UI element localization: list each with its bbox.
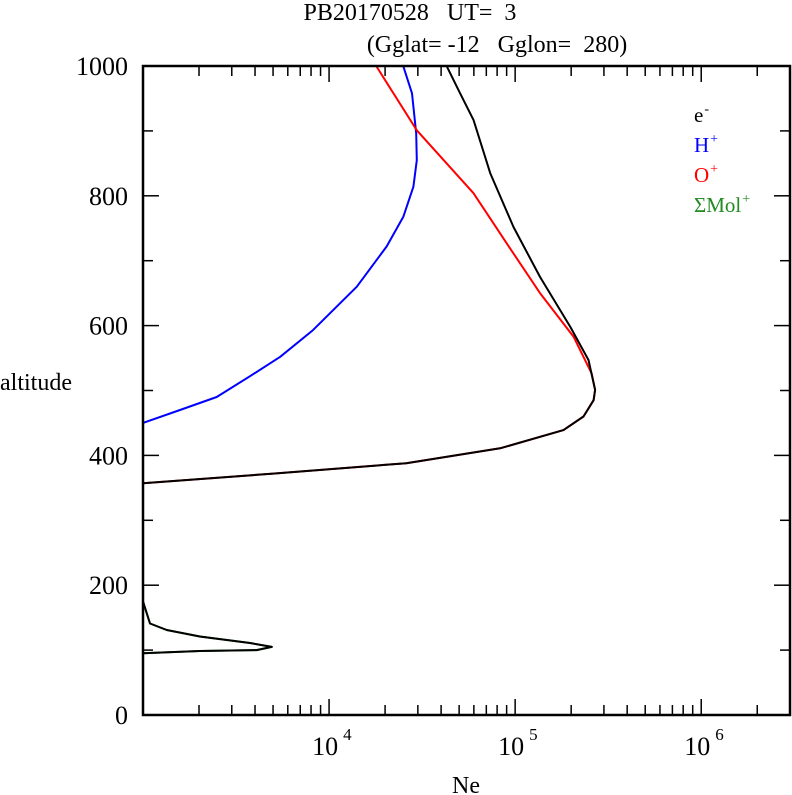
series-line-e: [142, 66, 597, 485]
legend-entry: O: [694, 163, 709, 187]
y-tick-label: 200: [89, 571, 128, 600]
legend-entry-superscript: -: [704, 102, 709, 117]
chart-title-line1: PB20170528 UT= 3: [304, 0, 517, 26]
legend: e -H +O +ΣMol +: [694, 102, 750, 217]
legend-entry-superscript: +: [742, 192, 750, 207]
x-tick-label-exponent: 6: [715, 725, 724, 744]
y-tick-label: 600: [89, 312, 128, 341]
x-tick-label: 10: [498, 732, 524, 761]
x-tick-label: 10: [684, 732, 710, 761]
plot-frame: [141, 64, 792, 717]
legend-entry: H: [694, 133, 709, 157]
y-axis-label: altitude: [0, 370, 72, 396]
legend-entry: e: [694, 103, 703, 127]
y-tick-label: 800: [89, 182, 128, 211]
x-tick-label-exponent: 5: [529, 725, 538, 744]
series-line-o: [142, 66, 597, 485]
y-tick-label: 1000: [76, 52, 128, 81]
x-axis-label: Ne: [452, 773, 480, 795]
y-tick-label: 400: [89, 441, 128, 470]
legend-entry-superscript: +: [710, 162, 718, 177]
x-tick-label: 10: [312, 732, 338, 761]
chart-title-line2: (Gglat= -12 Gglon= 280): [367, 32, 627, 58]
legend-entry: ΣMol: [694, 193, 741, 217]
y-tick-label: 0: [115, 701, 128, 730]
series-line-h: [142, 66, 418, 424]
x-tick-label-exponent: 4: [343, 725, 352, 744]
legend-entry-superscript: +: [710, 132, 718, 147]
series-line-e: [142, 601, 273, 655]
